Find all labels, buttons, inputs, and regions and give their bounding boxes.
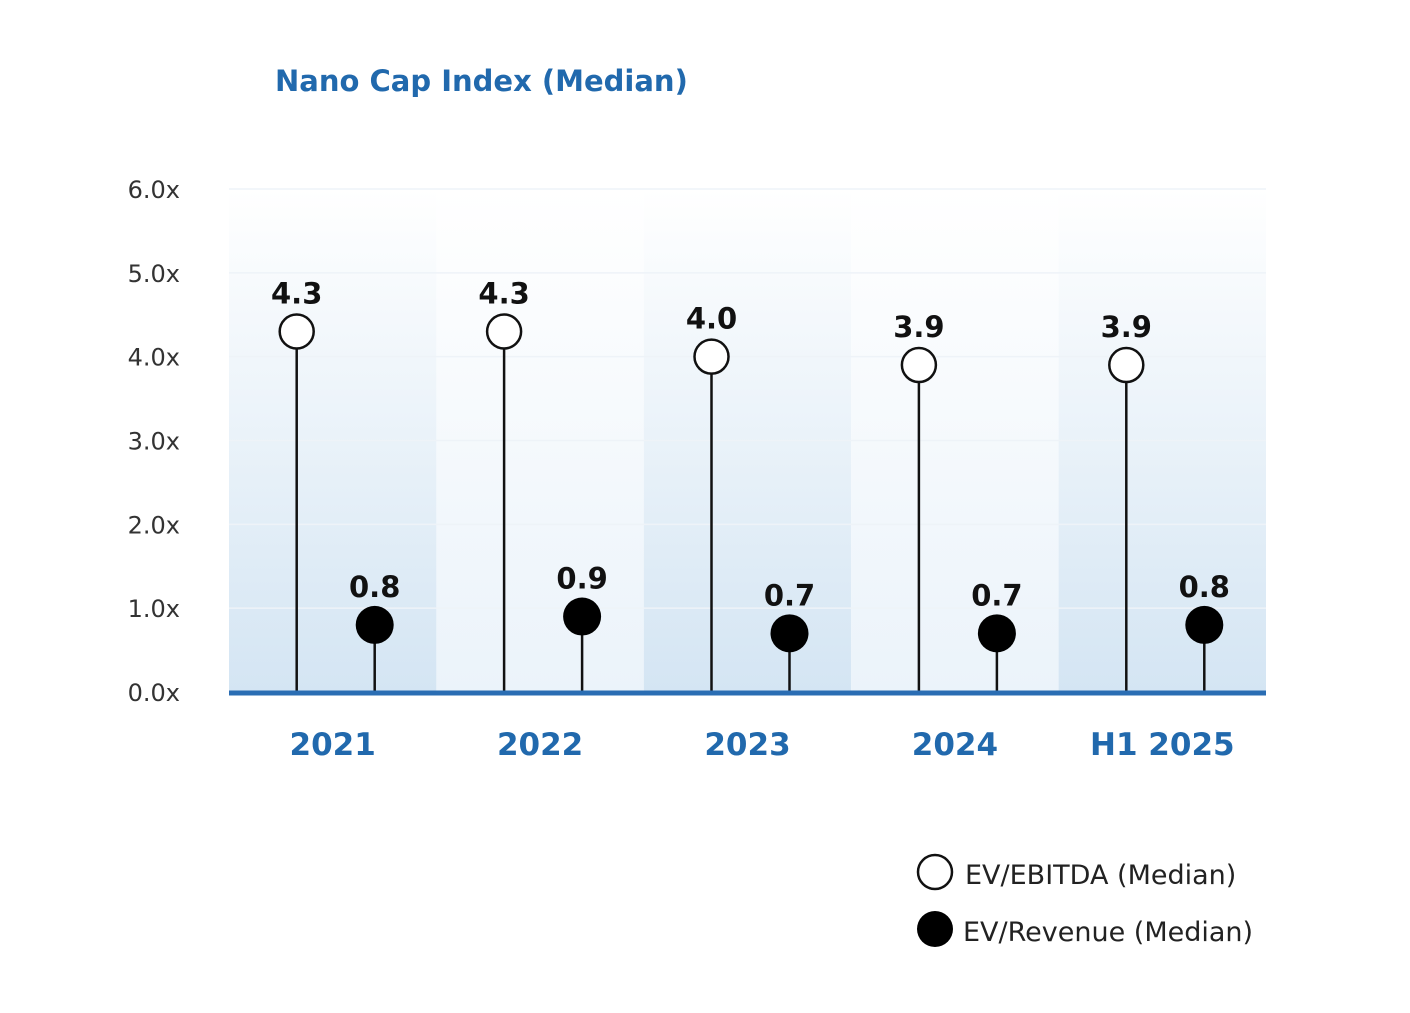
value-label-ev-ebitda-2022: 4.3 [478,277,529,311]
hollow-circle-icon [916,853,954,891]
legend: EV/EBITDA (Median) EV/Revenue (Median) [916,853,1253,948]
value-labels: 4.3 4.3 4.0 3.9 3.9 0.8 0.9 0.7 0.7 0.8 [271,277,1230,613]
x-category-label-2023: 2023 [704,727,790,763]
lollipop-stems [295,331,1206,692]
value-label-ev-revenue-2021: 0.8 [349,570,400,604]
y-tick-label: 5.0x [128,260,180,288]
value-label-ev-ebitda-2024: 3.9 [893,310,944,344]
x-category-label-h1-2025: H1 2025 [1090,727,1235,763]
lollipop-markers [278,313,1224,653]
marker-ev-ebitda-2023 [693,338,730,375]
y-tick-label: 1.0x [128,595,180,623]
marker-ev-revenue-2022 [563,597,602,636]
marker-ev-revenue-2021 [355,605,394,644]
marker-ev-revenue-2023 [770,614,809,653]
value-label-ev-revenue-2024: 0.7 [971,578,1022,612]
value-label-ev-revenue-2023: 0.7 [764,578,815,612]
chart-title: Nano Cap Index (Median) [275,64,688,98]
filled-circle-icon [917,911,953,947]
y-tick-label: 0.0x [128,679,180,707]
marker-ev-ebitda-2022 [485,313,523,350]
gridlines [229,188,1266,609]
value-label-ev-revenue-h1-2025: 0.8 [1179,570,1230,604]
x-axis-categories: 2021 2022 2023 2024 H1 2025 [290,727,1235,763]
x-category-label-2022: 2022 [497,727,583,763]
x-category-label-2021: 2021 [290,727,376,763]
x-category-label-2024: 2024 [912,727,998,763]
legend-item-ev-ebitda: EV/EBITDA (Median) [916,853,1236,891]
y-tick-label: 2.0x [128,511,180,539]
legend-item-ev-revenue: EV/Revenue (Median) [917,911,1253,948]
y-tick-label: 6.0x [128,176,180,204]
legend-label-ev-ebitda: EV/EBITDA (Median) [965,860,1236,891]
y-tick-label: 4.0x [128,344,180,372]
y-axis-ticks: 0.0x 1.0x 2.0x 3.0x 4.0x 5.0x 6.0x [128,176,180,707]
marker-ev-ebitda-h1-2025 [1108,346,1145,384]
marker-ev-ebitda-2021 [278,313,315,350]
value-label-ev-revenue-2022: 0.9 [556,562,607,596]
y-tick-label: 3.0x [128,428,180,456]
value-label-ev-ebitda-2021: 4.3 [271,277,322,311]
marker-ev-revenue-h1-2025 [1185,605,1224,644]
marker-ev-revenue-2024 [977,614,1016,653]
legend-label-ev-revenue: EV/Revenue (Median) [963,917,1253,948]
value-label-ev-ebitda-h1-2025: 3.9 [1101,310,1152,344]
value-label-ev-ebitda-2023: 4.0 [686,302,737,336]
marker-ev-ebitda-2024 [900,346,938,384]
